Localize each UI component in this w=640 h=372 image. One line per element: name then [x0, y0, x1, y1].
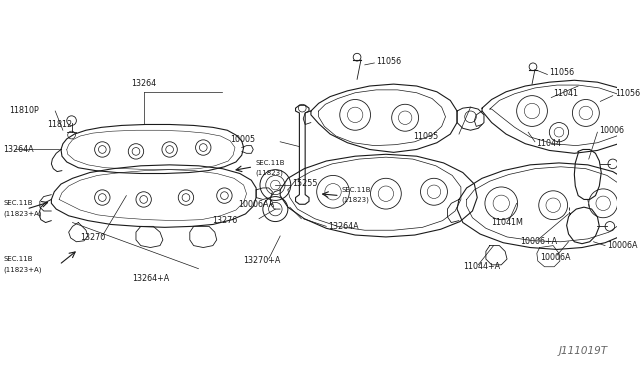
Text: 13264+A: 13264+A — [132, 275, 169, 283]
Text: SEC.11B: SEC.11B — [3, 200, 33, 206]
Text: 13270+A: 13270+A — [244, 256, 281, 266]
Text: 11810P: 11810P — [9, 106, 39, 115]
Text: 10006A: 10006A — [540, 253, 570, 262]
Text: 10005: 10005 — [230, 135, 255, 144]
Text: (11823): (11823) — [255, 169, 283, 176]
Text: 13270: 13270 — [80, 233, 106, 243]
Text: SEC.11B: SEC.11B — [3, 256, 33, 262]
Text: (11823+A): (11823+A) — [3, 266, 42, 273]
Text: 13264: 13264 — [131, 79, 156, 88]
Text: 11041M: 11041M — [492, 218, 524, 227]
Text: SEC.11B: SEC.11B — [342, 187, 371, 193]
Text: 11056: 11056 — [376, 57, 401, 65]
Text: (11823+A): (11823+A) — [3, 211, 42, 217]
Text: 11812: 11812 — [47, 120, 73, 129]
Text: 10006AA: 10006AA — [238, 200, 275, 209]
Text: (11823): (11823) — [342, 196, 369, 203]
Text: 13276: 13276 — [212, 216, 237, 225]
Text: 10006A: 10006A — [607, 241, 637, 250]
Text: 11056: 11056 — [549, 68, 575, 77]
Text: 11056: 11056 — [614, 89, 640, 98]
Text: 10006: 10006 — [599, 126, 625, 135]
Text: 11041: 11041 — [553, 89, 578, 98]
Text: 13264A: 13264A — [328, 222, 359, 231]
Text: J111019T: J111019T — [559, 346, 608, 356]
Text: 10006+A: 10006+A — [520, 237, 557, 246]
Text: 11044+A: 11044+A — [463, 262, 500, 271]
Text: 15255: 15255 — [292, 179, 317, 187]
Text: SEC.11B: SEC.11B — [255, 160, 285, 166]
Text: 11044: 11044 — [536, 139, 561, 148]
Text: 13264A: 13264A — [3, 145, 34, 154]
Text: 11095: 11095 — [413, 132, 439, 141]
